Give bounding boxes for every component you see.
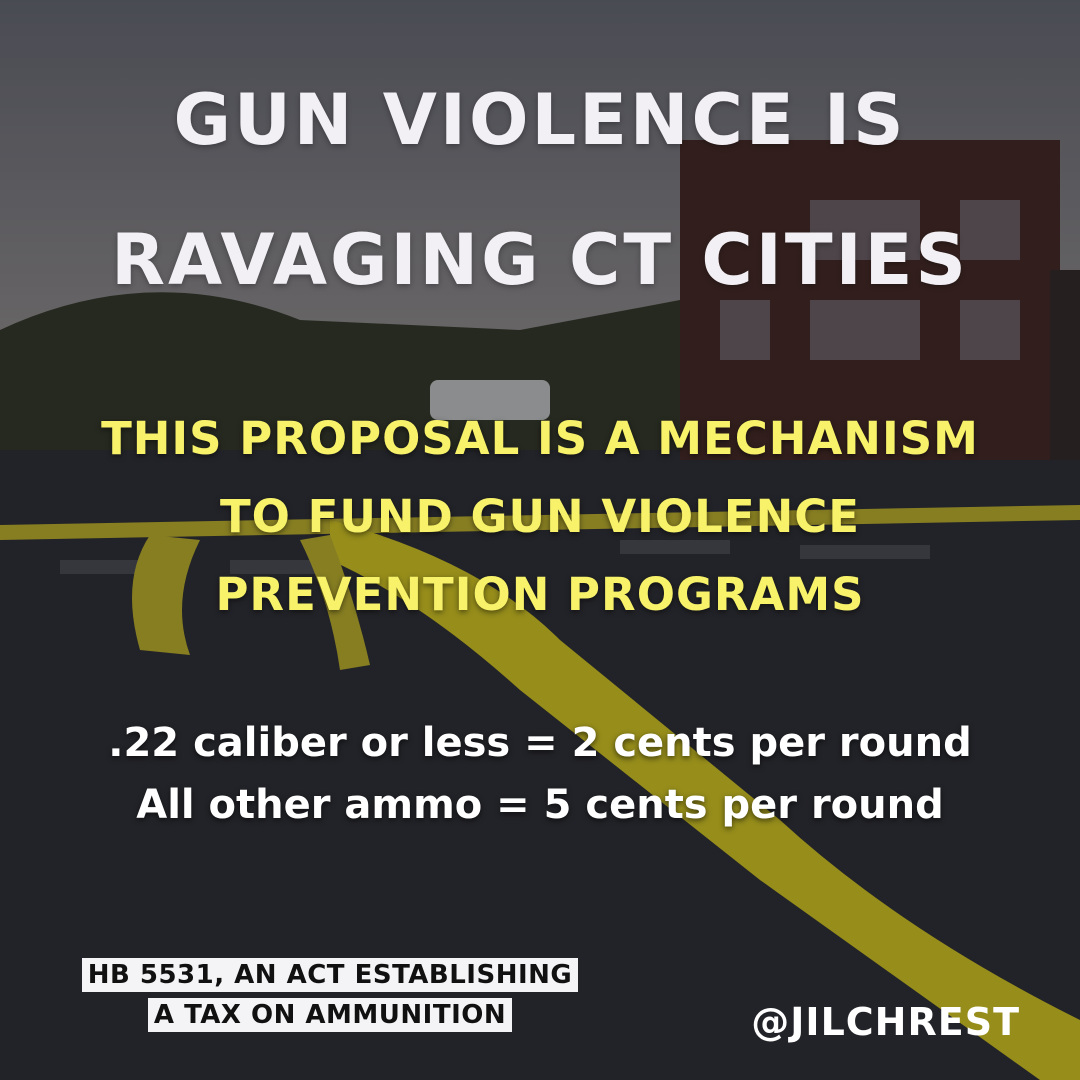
subhead: THIS PROPOSAL IS A MECHANISM TO FUND GUN…	[0, 400, 1080, 634]
subhead-line: THIS PROPOSAL IS A MECHANISM	[101, 412, 979, 465]
rates: .22 caliber or less = 2 cents per round …	[0, 712, 1080, 836]
handle: @JILCHREST	[751, 1000, 1020, 1044]
bill-line: A TAX ON AMMUNITION	[147, 998, 513, 1032]
subhead-line: PREVENTION PROGRAMS	[215, 568, 865, 621]
headline-line: GUN VIOLENCE IS	[173, 79, 907, 161]
subhead-line: TO FUND GUN VIOLENCE	[219, 490, 861, 543]
headline-line: RAVAGING CT CITIES	[111, 219, 969, 301]
bill-label: HB 5531, AN ACT ESTABLISHING A TAX ON AM…	[40, 955, 620, 1035]
headline: GUN VIOLENCE IS RAVAGING CT CITIES	[0, 50, 1080, 330]
rate-line: All other ammo = 5 cents per round	[136, 782, 944, 828]
bill-line: HB 5531, AN ACT ESTABLISHING	[81, 958, 579, 992]
rate-line: .22 caliber or less = 2 cents per round	[108, 720, 972, 766]
